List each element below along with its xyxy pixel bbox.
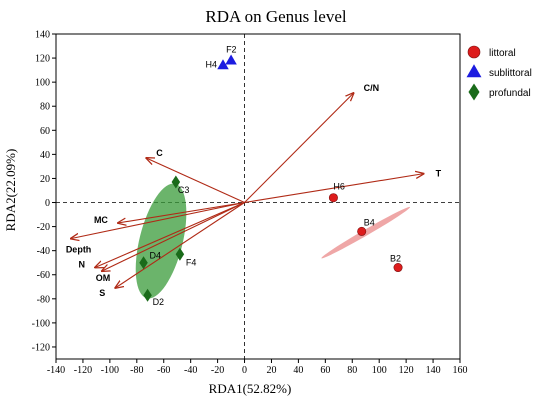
y-axis-title: RDA2(22.09%) <box>3 149 18 232</box>
x-tick-label: 0 <box>242 365 247 376</box>
env-arrow-n <box>95 202 245 268</box>
env-arrow-c <box>146 158 245 204</box>
legend-label-sublittoral: sublittoral <box>489 68 532 79</box>
x-tick-label: -40 <box>184 365 197 376</box>
plot-area: -140 -120 -100 -80 -60 -40 -20 0 20 40 60 80 100 120 1… <box>32 30 468 377</box>
y-tick-label: -100 <box>32 318 50 329</box>
x-tick-label: -60 <box>157 365 170 376</box>
env-label-om: OM <box>96 273 111 283</box>
env-label-depth: Depth <box>66 245 92 255</box>
point-label-h6: H6 <box>333 182 345 192</box>
legend-marker-sublittoral <box>466 64 482 78</box>
y-tick-label: 0 <box>45 198 50 209</box>
y-tick-label: 120 <box>35 54 50 65</box>
env-arrow-s <box>115 202 245 288</box>
x-tick-label: 140 <box>426 365 441 376</box>
x-tick-label: -100 <box>101 365 119 376</box>
env-label-n: N <box>79 260 86 270</box>
point-h4 <box>217 59 229 70</box>
point-label-f4: F4 <box>186 257 197 267</box>
legend-marker-profundal <box>468 83 480 101</box>
y-tick-label: -60 <box>37 270 50 281</box>
point-label-d4: D4 <box>150 251 162 261</box>
x-axis-title: RDA1(52.82%) <box>209 381 292 396</box>
env-label-c: C <box>156 148 163 158</box>
point-label-b4: B4 <box>364 217 375 227</box>
y-tick-label: 80 <box>40 102 50 113</box>
x-tick-label: -140 <box>47 365 65 376</box>
legend: littoral sublittoral profundal <box>466 45 532 101</box>
y-tick-label: -40 <box>37 246 50 257</box>
x-tick-label: 80 <box>347 365 357 376</box>
point-h6 <box>328 193 338 203</box>
env-label-mc: MC <box>94 215 108 225</box>
point-c3 <box>171 175 181 189</box>
y-tick-label: 20 <box>40 174 50 185</box>
x-tick-label: 120 <box>399 365 414 376</box>
point-label-d2: D2 <box>153 297 165 307</box>
point-d2 <box>143 288 152 302</box>
plot-frame <box>55 33 461 360</box>
x-tick-label: -120 <box>74 365 92 376</box>
env-arrow-om <box>102 202 245 272</box>
env-arrow-c-n <box>244 93 354 203</box>
env-arrow-t <box>244 174 424 204</box>
x-tick-label: -20 <box>211 365 224 376</box>
y-tick-label: 140 <box>35 30 50 41</box>
ellipse-profundal <box>135 183 187 299</box>
point-label-b2: B2 <box>390 254 401 264</box>
env-label-c-n: C/N <box>364 83 380 93</box>
point-b2 <box>393 263 403 273</box>
env-label-t: T <box>436 169 442 179</box>
x-tick-label: 60 <box>320 365 330 376</box>
legend-label-profundal: profundal <box>489 88 531 99</box>
y-tick-label: -20 <box>37 222 50 233</box>
chart-title: RDA on Genus level <box>205 7 346 26</box>
legend-label-littoral: littoral <box>489 48 516 59</box>
point-d4 <box>139 256 148 270</box>
env-label-s: S <box>99 288 105 298</box>
y-tick-label: -120 <box>32 342 50 353</box>
x-tick-label: 100 <box>372 365 387 376</box>
point-label-h4: H4 <box>205 59 217 69</box>
point-label-f2: F2 <box>226 44 237 54</box>
point-f2 <box>225 54 237 65</box>
point-label-c3: C3 <box>178 185 190 195</box>
point-b4 <box>357 226 367 236</box>
x-tick-label: 40 <box>293 365 303 376</box>
x-tick-label: 20 <box>266 365 276 376</box>
point-f4 <box>175 247 185 261</box>
x-tick-label: 160 <box>453 365 468 376</box>
y-tick-label: 40 <box>40 150 50 161</box>
legend-marker-littoral <box>467 45 481 59</box>
x-tick-label: -80 <box>130 365 143 376</box>
y-tick-label: -80 <box>37 294 50 305</box>
env-arrow-mc <box>118 201 245 223</box>
y-tick-label: 60 <box>40 126 50 137</box>
env-arrow-depth <box>71 201 245 239</box>
y-tick-label: 100 <box>35 78 50 89</box>
